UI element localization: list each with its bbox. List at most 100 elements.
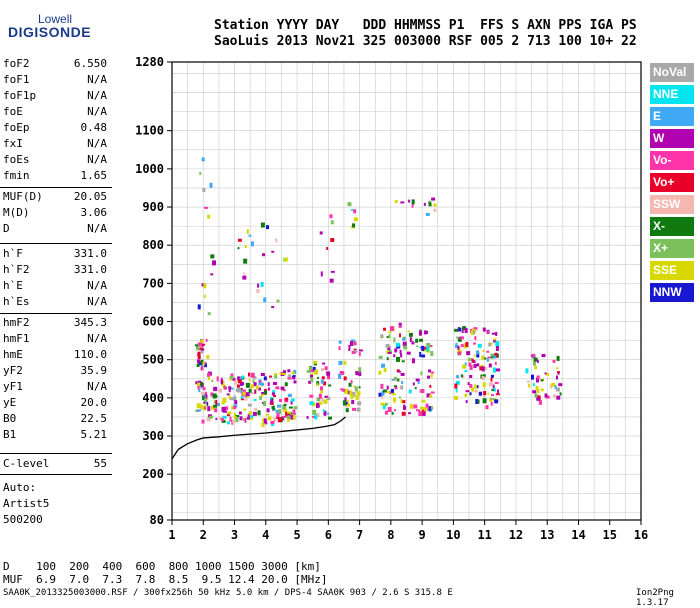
echo-point [210,392,214,397]
param-name: yF1 [3,380,23,393]
echo-point [207,406,211,412]
echo-point [487,392,490,395]
echo-point [540,379,544,382]
echo-point [488,342,492,347]
echo-point [240,389,244,393]
echo-point [427,406,431,411]
echo-point [558,383,563,387]
x-tick-label: 9 [419,528,426,542]
echo-point [243,408,247,411]
param-name: h`F2 [3,263,30,276]
echo-point [391,411,394,415]
echo-point [203,294,206,298]
echo-point [417,380,420,384]
echo-point [197,359,201,364]
echo-point [204,206,209,209]
echo-point [254,389,257,394]
echo-point [274,373,278,376]
echo-point [418,410,423,416]
param-name: B0 [3,412,17,425]
echo-point [546,372,550,376]
echo-point [312,366,316,370]
echo-point [222,415,227,419]
echo-point [263,418,267,424]
echo-point [340,388,344,391]
echo-point [455,342,458,346]
echo-point [234,400,238,405]
echo-point [272,381,277,385]
param-row: hmF2 345.3 [3,316,107,330]
echo-point [478,391,482,396]
echo-point [355,396,359,401]
echo-point [425,212,430,216]
echo-point [321,398,324,403]
y-tick-label: 600 [142,315,164,329]
echo-point [221,406,226,412]
echo-point [250,392,255,395]
echo-point [474,336,477,341]
echo-point [400,385,404,390]
x-tick-label: 3 [231,528,238,542]
param-row: h`F2 331.0 [3,263,107,277]
echo-point [421,354,426,358]
echo-point [247,403,252,407]
echo-point [496,368,501,372]
echo-point [456,375,460,379]
echo-point [290,414,293,420]
echo-point [476,385,479,389]
echo-point [393,354,396,358]
echo-point [244,398,248,401]
echo-point [201,391,205,395]
echo-point [201,344,204,347]
param-row: B0 22.5 [3,412,107,426]
echo-point [242,275,247,280]
echo-point [350,380,353,384]
echo-point [316,397,321,402]
echo-point [381,363,386,368]
echo-point [290,398,295,402]
echo-point [393,397,397,403]
echo-point [402,405,406,410]
echo-point [393,337,396,343]
profile-trace [171,416,346,460]
param-row: h`F 331.0 [3,247,107,261]
echo-point [339,371,344,376]
echo-point [532,383,535,387]
x-tick-label: 10 [446,528,460,542]
echo-point [214,400,217,404]
param-name: MUF(D) [3,190,43,203]
echo-point [229,416,232,422]
echo-point [462,326,467,331]
echo-point [488,382,493,387]
echo-point [321,376,325,380]
echo-point [351,400,355,405]
echo-point [353,209,357,214]
echo-point [326,372,329,377]
echo-point [271,306,275,309]
param-value: 110.0 [73,348,107,361]
echo-point [281,416,285,421]
echo-point [196,403,201,409]
echo-point [400,201,405,204]
echo-point [291,371,295,375]
echo-point [411,341,415,345]
echo-point [429,394,433,398]
echo-point [257,410,261,416]
legend-item: NNE [650,85,694,104]
echo-point [412,358,416,364]
echo-point [196,382,201,386]
param-value: N/A [87,153,107,166]
echo-point [470,329,474,335]
echo-point [238,411,242,415]
echo-point [490,353,494,357]
echo-point [428,200,432,204]
echo-point [351,350,356,354]
echo-point [330,220,334,225]
echo-point [210,273,214,276]
echo-point [386,385,389,390]
echo-point [261,418,265,422]
echo-point [428,369,432,373]
y-tick-label: 800 [142,238,164,252]
echo-point [454,395,459,400]
